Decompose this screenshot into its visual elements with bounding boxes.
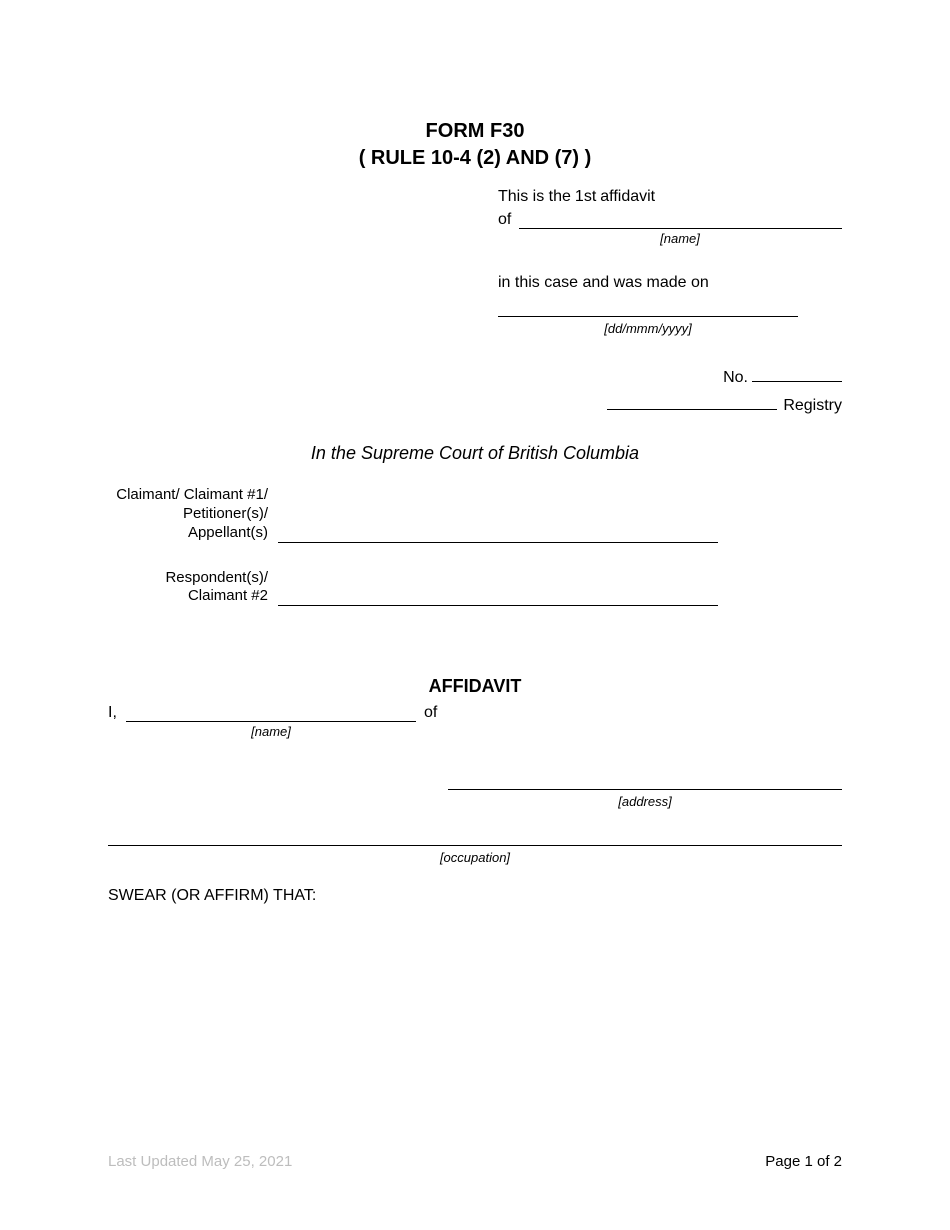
occupation-input[interactable] bbox=[108, 845, 842, 848]
date-field-wrap: [dd/mmm/yyyy] bbox=[498, 316, 798, 336]
respondent-label: Respondent(s)/ Claimant #2 bbox=[108, 569, 278, 607]
form-title: FORM F30 ( RULE 10-4 (2) AND (7) ) bbox=[108, 118, 842, 172]
affidavit-ordinal-line: This is the 1st affidavit bbox=[498, 188, 842, 206]
deponent-name-hint-wrap: [name] bbox=[126, 724, 416, 739]
affidavit-heading: AFFIDAVIT bbox=[108, 676, 842, 697]
respondent-row: Respondent(s)/ Claimant #2 bbox=[108, 569, 842, 607]
date-hint: [dd/mmm/yyyy] bbox=[498, 321, 798, 336]
registry-row: Registry bbox=[108, 393, 842, 416]
affidavit-suffix: affidavit bbox=[600, 188, 655, 206]
registry-input[interactable] bbox=[607, 393, 777, 411]
page-footer: Last Updated May 25, 2021 Page 1 of 2 bbox=[108, 1153, 842, 1170]
name-hint: [name] bbox=[518, 231, 842, 246]
affidavit-meta-block: This is the 1st affidavit of [name] in t… bbox=[498, 188, 842, 336]
affidavit-prefix: This is the bbox=[498, 188, 571, 206]
swear-affirm-text: SWEAR (OR AFFIRM) THAT: bbox=[108, 887, 842, 905]
address-input[interactable] bbox=[448, 789, 842, 792]
address-field-wrap: [address] bbox=[448, 789, 842, 809]
deponent-name-input[interactable] bbox=[126, 703, 416, 722]
address-hint: [address] bbox=[448, 794, 842, 809]
affidavit-ordinal: 1st bbox=[575, 188, 596, 206]
last-updated: Last Updated May 25, 2021 bbox=[108, 1153, 292, 1170]
of-label-body: of bbox=[416, 704, 445, 722]
occupation-hint: [occupation] bbox=[108, 850, 842, 865]
claimant-row: Claimant/ Claimant #1/ Petitioner(s)/ Ap… bbox=[108, 486, 842, 542]
respondent-input[interactable] bbox=[278, 605, 718, 606]
affiant-name-input[interactable] bbox=[519, 210, 842, 229]
of-label: of bbox=[498, 211, 519, 229]
no-label: No. bbox=[723, 369, 752, 387]
page-container: FORM F30 ( RULE 10-4 (2) AND (7) ) This … bbox=[0, 0, 950, 905]
case-number-input[interactable] bbox=[752, 364, 842, 382]
claimant-input[interactable] bbox=[278, 542, 718, 543]
occupation-field-wrap: [occupation] bbox=[108, 845, 842, 865]
made-on-text: in this case and was made on bbox=[498, 274, 842, 292]
case-reference-block: No. Registry bbox=[108, 364, 842, 415]
form-title-line2: ( RULE 10-4 (2) AND (7) ) bbox=[108, 145, 842, 172]
deponent-row: I, of bbox=[108, 703, 842, 722]
date-input[interactable] bbox=[498, 316, 798, 319]
deponent-name-hint: [name] bbox=[126, 724, 416, 739]
i-label: I, bbox=[108, 704, 126, 722]
registry-label: Registry bbox=[777, 397, 842, 415]
parties-block: Claimant/ Claimant #1/ Petitioner(s)/ Ap… bbox=[108, 486, 842, 606]
court-title: In the Supreme Court of British Columbia bbox=[108, 443, 842, 464]
case-number-row: No. bbox=[108, 364, 842, 387]
page-number: Page 1 of 2 bbox=[765, 1153, 842, 1170]
form-title-line1: FORM F30 bbox=[108, 118, 842, 145]
claimant-label: Claimant/ Claimant #1/ Petitioner(s)/ Ap… bbox=[108, 486, 278, 542]
affidavit-of-row: of bbox=[498, 210, 842, 229]
